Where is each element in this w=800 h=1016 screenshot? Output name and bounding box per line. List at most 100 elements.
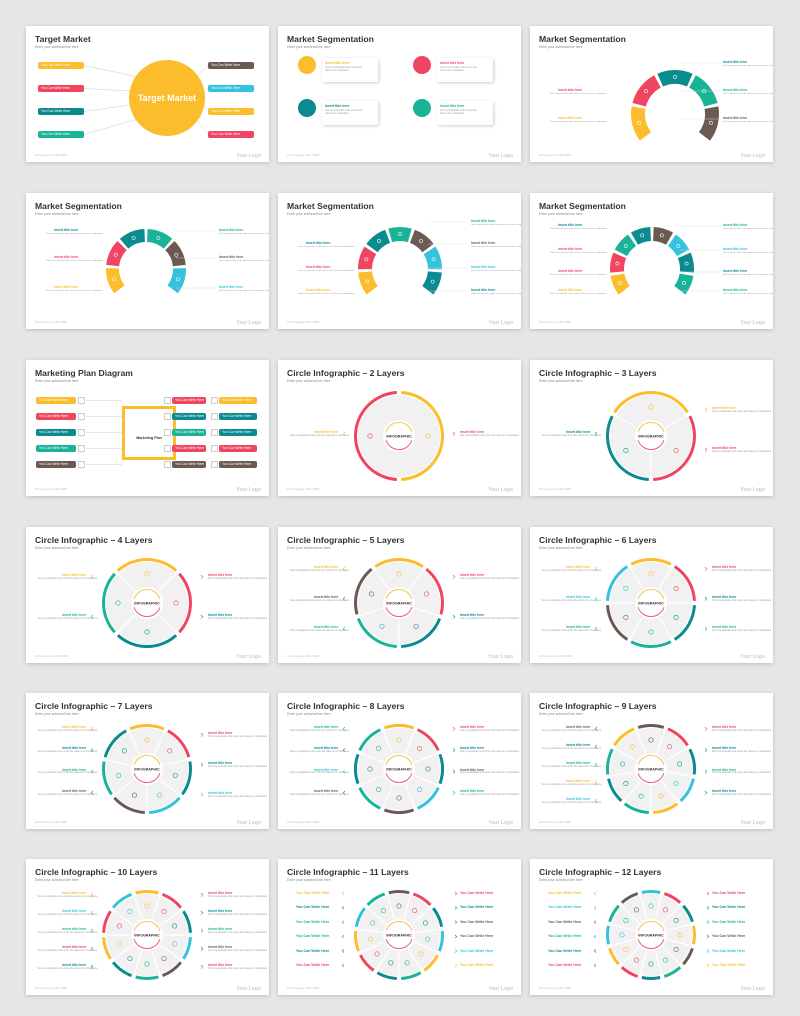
- segment-divider: [359, 607, 384, 617]
- slide-footer: 01 Company | Mar 2025: [287, 986, 320, 990]
- segment-divider: [610, 771, 635, 777]
- segment-divider: [667, 771, 692, 777]
- center-disc: [635, 587, 667, 619]
- right-title: Insert title here: [471, 241, 496, 245]
- left-desc: Sed ut perspiciatis unde omnis iste natu…: [542, 729, 602, 732]
- segment-icon: [424, 591, 430, 597]
- left-title: Insert title here: [62, 725, 87, 729]
- slide-graphic: [631, 62, 720, 141]
- segment-divider: [665, 747, 687, 762]
- left-title: Insert title here: [558, 88, 583, 92]
- slide-subtitle: Enter your subhead line here: [287, 45, 331, 49]
- chevron-right-icon: [454, 963, 458, 968]
- chevron-left-icon: [593, 920, 597, 925]
- slide-6[interactable]: Market Segmentation Enter your subhead li…: [530, 193, 773, 329]
- right-title: Insert title here: [723, 116, 748, 120]
- slide-1[interactable]: Target Market Enter your subhead line her…: [26, 26, 269, 162]
- slide-15[interactable]: Circle Infographic – 9 Layers Enter your …: [530, 693, 773, 829]
- right-desc: Sed ut perspiciatis unde omnis iste natu…: [723, 274, 773, 276]
- segment-divider: [358, 928, 383, 934]
- segment-icon: [377, 239, 381, 243]
- right-desc: Sed ut perspiciatis unde omnis iste natu…: [723, 293, 773, 295]
- center-ring: [637, 422, 665, 450]
- center-ring: [385, 589, 413, 617]
- chevron-right-icon: [706, 920, 710, 925]
- slide-4[interactable]: Market Segmentation Enter your subhead li…: [26, 193, 269, 329]
- slide-title: Circle Infographic – 4 Layers: [35, 535, 153, 545]
- infographic-label: INFOGRAPHIC: [386, 435, 412, 439]
- segment-icon: [644, 89, 648, 94]
- card-desc: Sed ut perspiciatis unde omnis iste natu…: [440, 66, 477, 72]
- slide-logo: Your Logo: [236, 153, 261, 159]
- chevron-left-icon: [90, 892, 94, 897]
- card-desc: Sed ut perspiciatis unde omnis iste natu…: [325, 66, 362, 72]
- pill-icon: [211, 413, 218, 420]
- right-title: Insert title here: [208, 927, 233, 931]
- slide-graphic: [610, 225, 720, 295]
- left-title: Insert title here: [566, 797, 591, 801]
- segment-icon: [629, 744, 635, 750]
- segment-icon: [175, 277, 180, 282]
- mid-pill: You Can Write Here: [172, 461, 206, 468]
- segment-icon: [425, 433, 431, 439]
- right-title: Insert title here: [712, 595, 737, 599]
- segment-icon: [374, 951, 380, 957]
- right-title: Insert title here: [723, 288, 748, 292]
- segment-icon: [144, 903, 150, 909]
- slide-10[interactable]: Circle Infographic – 4 Layers Enter your …: [26, 527, 269, 663]
- slide-11[interactable]: Circle Infographic – 5 Layers Enter your …: [278, 527, 521, 663]
- chevron-left-icon: [594, 626, 598, 631]
- outer-ring-segment: [653, 415, 696, 481]
- outer-ring-segment: [111, 892, 133, 909]
- left-desc: Sed ut perspiciatis unde omnis iste natu…: [38, 931, 98, 934]
- segment-divider: [163, 759, 188, 766]
- slide-3[interactable]: Market Segmentation Enter your subhead li…: [530, 26, 773, 162]
- mid-pill: You Can Write Here: [172, 429, 206, 436]
- left-desc: Sed ut perspiciatis unde omnis iste natu…: [38, 577, 98, 580]
- slide-17[interactable]: Circle Infographic – 11 Layers Enter your…: [278, 859, 521, 995]
- outer-ring-segment: [182, 910, 192, 933]
- outer-ring-segment: [366, 892, 386, 906]
- right-desc: Sed ut perspiciatis unde omnis iste natu…: [208, 931, 268, 934]
- chevron-right-icon: [452, 431, 456, 436]
- left-pill: You Can Write Here: [36, 461, 76, 468]
- center-accent: [133, 939, 161, 949]
- right-pill: You Can Write Here: [219, 445, 257, 452]
- slide-7[interactable]: Marketing Plan Diagram Enter your subhead…: [26, 360, 269, 496]
- pill-icon: [211, 461, 218, 468]
- slide-14[interactable]: Circle Infographic – 8 Layers Enter your …: [278, 693, 521, 829]
- segment-divider: [160, 910, 181, 926]
- infographic-label: INFOGRAPHIC: [386, 602, 412, 606]
- slide-2[interactable]: Market Segmentation Enter your subhead li…: [278, 26, 521, 162]
- left-desc: Sed ut perspiciatis unde omnis iste natu…: [550, 274, 607, 276]
- slide-title: Market Segmentation: [539, 34, 626, 44]
- slide-9[interactable]: Circle Infographic – 3 Layers Enter your …: [530, 360, 773, 496]
- slide-18[interactable]: Circle Infographic – 12 Layers Enter your…: [530, 859, 773, 995]
- left-desc: Sed ut perspiciatis unde omnis iste natu…: [38, 913, 98, 916]
- outer-ring-segment: [102, 937, 112, 960]
- slide-subtitle: Enter your subhead line here: [35, 712, 79, 716]
- slide-13[interactable]: Circle Infographic – 7 Layers Enter your …: [26, 693, 269, 829]
- center-disc: [635, 420, 667, 452]
- center-accent: [637, 422, 665, 432]
- left-pill: You Can Write Here: [38, 85, 84, 92]
- segment-divider: [654, 951, 663, 975]
- slide-8[interactable]: Circle Infographic – 2 Layers Enter your …: [278, 360, 521, 496]
- slide-16[interactable]: Circle Infographic – 10 Layers Enter your…: [26, 859, 269, 995]
- left-title: Insert title here: [54, 228, 79, 232]
- slide-12[interactable]: Circle Infographic – 6 Layers Enter your …: [530, 527, 773, 663]
- segment-icon: [370, 920, 376, 926]
- chevron-left-icon: [342, 566, 346, 571]
- left-desc: Sed ut perspiciatis unde omnis iste natu…: [290, 434, 350, 437]
- slide-5[interactable]: Market Segmentation Enter your subhead li…: [278, 193, 521, 329]
- slide-logo: Your Logo: [740, 820, 765, 826]
- pill-icon: [164, 445, 171, 452]
- right-title: Insert title here: [712, 789, 737, 793]
- outer-ring-segment: [354, 907, 366, 927]
- right-title: Insert title here: [219, 285, 244, 289]
- segment-divider: [360, 752, 384, 764]
- chevron-left-icon: [342, 431, 346, 436]
- left-desc: Sed ut perspiciatis unde omnis iste natu…: [38, 729, 98, 732]
- left-title: Insert title here: [306, 288, 331, 292]
- left-desc: Sed ut perspiciatis unde omnis iste natu…: [38, 949, 98, 952]
